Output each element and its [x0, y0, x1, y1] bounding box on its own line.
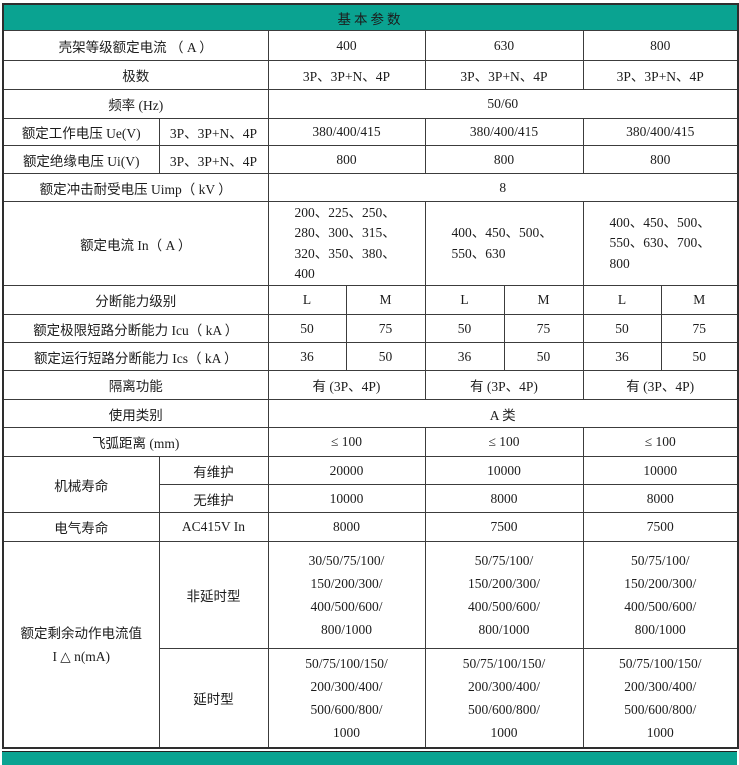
label-icu: 额定极限短路分断能力 Icu（ kA ）: [2, 314, 269, 343]
label-isolation: 隔离功能: [2, 370, 269, 400]
spec-table: 基本参数 壳架等级额定电流 （ A ） 400 630 800 极数 3P、3P…: [2, 3, 739, 749]
value-breaking-class-0: L: [267, 285, 347, 315]
value-rated-voltage-1: 380/400/415: [424, 118, 584, 146]
value-mech-with-1: 10000: [424, 456, 584, 485]
label-frequency: 频率 (Hz): [2, 89, 269, 119]
label-rated-current: 额定电流 In（ A ）: [2, 201, 269, 286]
label-arcing-distance: 飞弧距离 (mm): [2, 427, 269, 457]
value-mech-with-2: 10000: [582, 456, 739, 485]
value-icu-2: 50: [424, 314, 505, 343]
value-ics-5: 50: [660, 342, 739, 371]
sublabel-insulation-voltage-poles: 3P、3P+N、4P: [158, 145, 269, 174]
label-electrical-life: 电气寿命: [2, 512, 160, 542]
value-mech-with-0: 20000: [267, 456, 426, 485]
value-icu-5: 75: [660, 314, 739, 343]
value-delay-1: 50/75/100/150/ 200/300/400/ 500/600/800/…: [424, 648, 584, 749]
value-breaking-class-2: L: [424, 285, 505, 315]
value-mech-without-1: 8000: [424, 484, 584, 513]
value-insulation-voltage-1: 800: [424, 145, 584, 174]
label-residual-current: 额定剩余动作电流值 I △ n(mA): [2, 541, 160, 749]
value-ics-2: 36: [424, 342, 505, 371]
value-isolation-0: 有 (3P、4P): [267, 370, 426, 400]
value-ics-0: 36: [267, 342, 347, 371]
value-poles-1: 3P、3P+N、4P: [424, 60, 584, 90]
value-non-delay-2: 50/75/100/ 150/200/300/ 400/500/600/ 800…: [582, 541, 739, 649]
value-insulation-voltage-0: 800: [267, 145, 426, 174]
value-utilization: A 类: [267, 399, 739, 428]
label-impulse-voltage: 额定冲击耐受电压 Uimp（ kV ）: [2, 173, 269, 202]
value-rated-current-2: 400、450、500、 550、630、700、 800: [582, 201, 739, 286]
sublabel-delay: 延时型: [158, 648, 269, 749]
value-ics-1: 50: [345, 342, 426, 371]
sublabel-non-delay: 非延时型: [158, 541, 269, 649]
value-impulse-voltage: 8: [267, 173, 739, 202]
value-isolation-1: 有 (3P、4P): [424, 370, 584, 400]
sublabel-electrical-life-condition: AC415V In: [158, 512, 269, 542]
value-icu-4: 50: [582, 314, 662, 343]
value-non-delay-0: 30/50/75/100/ 150/200/300/ 400/500/600/ …: [267, 541, 426, 649]
value-mech-without-2: 8000: [582, 484, 739, 513]
value-delay-0: 50/75/100/150/ 200/300/400/ 500/600/800/…: [267, 648, 426, 749]
value-rated-voltage-0: 380/400/415: [267, 118, 426, 146]
value-elec-life-1: 7500: [424, 512, 584, 542]
value-poles-0: 3P、3P+N、4P: [267, 60, 426, 90]
sublabel-rated-voltage-poles: 3P、3P+N、4P: [158, 118, 269, 146]
value-non-delay-1: 50/75/100/ 150/200/300/ 400/500/600/ 800…: [424, 541, 584, 649]
value-rated-voltage-2: 380/400/415: [582, 118, 739, 146]
sublabel-without-maintenance: 无维护: [158, 484, 269, 513]
label-insulation-voltage: 额定绝缘电压 Ui(V): [2, 145, 160, 174]
value-ics-4: 36: [582, 342, 662, 371]
value-breaking-class-4: L: [582, 285, 662, 315]
sublabel-with-maintenance: 有维护: [158, 456, 269, 485]
value-ics-3: 50: [503, 342, 584, 371]
value-rated-current-0: 200、225、250、 280、300、315、 320、350、380、 4…: [267, 201, 426, 286]
label-breaking-class: 分断能力级别: [2, 285, 269, 315]
value-elec-life-2: 7500: [582, 512, 739, 542]
table-title: 基本参数: [2, 3, 739, 31]
value-elec-life-0: 8000: [267, 512, 426, 542]
value-delay-2: 50/75/100/150/ 200/300/400/ 500/600/800/…: [582, 648, 739, 749]
value-frame-current-0: 400: [267, 30, 426, 61]
label-mechanical-life: 机械寿命: [2, 456, 160, 513]
value-breaking-class-1: M: [345, 285, 426, 315]
label-utilization: 使用类别: [2, 399, 269, 428]
value-icu-1: 75: [345, 314, 426, 343]
label-ics: 额定运行短路分断能力 Ics（ kA ）: [2, 342, 269, 371]
bottom-accent-bar: [2, 751, 737, 765]
value-poles-2: 3P、3P+N、4P: [582, 60, 739, 90]
value-isolation-2: 有 (3P、4P): [582, 370, 739, 400]
value-breaking-class-5: M: [660, 285, 739, 315]
label-rated-voltage: 额定工作电压 Ue(V): [2, 118, 160, 146]
value-arcing-distance-1: ≤ 100: [424, 427, 584, 457]
label-poles: 极数: [2, 60, 269, 90]
value-arcing-distance-0: ≤ 100: [267, 427, 426, 457]
value-breaking-class-3: M: [503, 285, 584, 315]
value-arcing-distance-2: ≤ 100: [582, 427, 739, 457]
value-mech-without-0: 10000: [267, 484, 426, 513]
value-frame-current-1: 630: [424, 30, 584, 61]
value-frame-current-2: 800: [582, 30, 739, 61]
value-insulation-voltage-2: 800: [582, 145, 739, 174]
value-icu-0: 50: [267, 314, 347, 343]
value-frequency: 50/60: [267, 89, 739, 119]
value-rated-current-1: 400、450、500、 550、630: [424, 201, 584, 286]
label-frame-current: 壳架等级额定电流 （ A ）: [2, 30, 269, 61]
value-icu-3: 75: [503, 314, 584, 343]
